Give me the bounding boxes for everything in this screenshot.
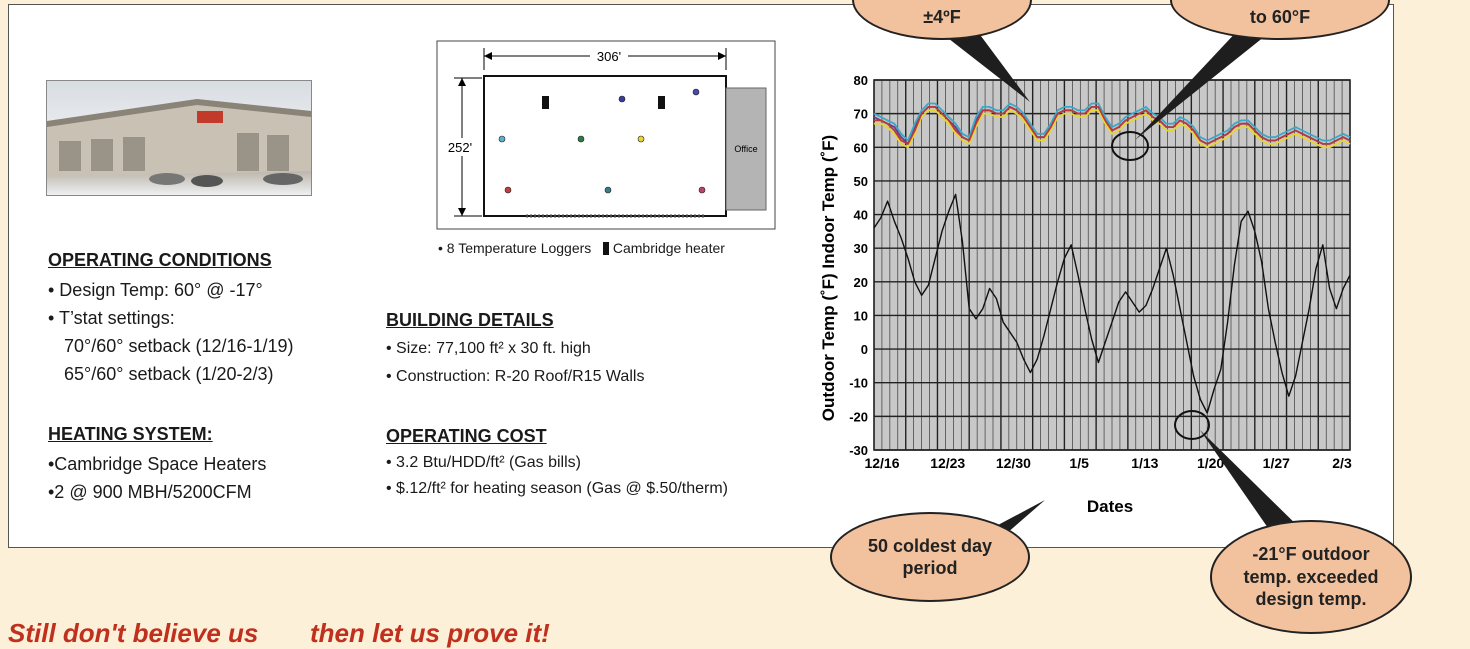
callout-bottom-right-text: -21°F outdoor temp. exceeded design temp… (1243, 544, 1379, 610)
heater-marker (542, 96, 549, 109)
y-tick-label: 80 (854, 73, 868, 88)
indoor-logger-line (873, 102, 1351, 142)
plan-height-label: 252' (448, 140, 472, 155)
y-tick-label: 50 (854, 174, 868, 189)
x-tick-labels: 12/16 12/23 12/30 1/5 1/13 1/20 1/27 2/3 (864, 455, 1351, 471)
building-details-heading: BUILDING DETAILS (386, 310, 554, 330)
y-tick-label: 10 (854, 308, 868, 323)
x-axis-label: Dates (1087, 497, 1133, 516)
heater-legend-swatch (602, 242, 609, 255)
heater-marker (658, 96, 665, 109)
callout-bottom-left: 50 coldest day period (830, 512, 1030, 602)
setting-line-2: 65°/60° setback (1/20-2/3) (64, 364, 274, 384)
y-tick-label: 0 (861, 342, 868, 357)
x-tick-label: 1/13 (1131, 455, 1158, 471)
callout-bottom-right: -21°F outdoor temp. exceeded design temp… (1210, 520, 1412, 634)
x-tick-label: 12/30 (996, 455, 1031, 471)
logger-marker (637, 135, 645, 143)
chart-grid (874, 79, 1350, 451)
indoor-logger-line (874, 106, 1351, 145)
floor-plan: 306' 252' Office (436, 40, 776, 230)
callout-top-left-text: ±4ºF (923, 6, 961, 27)
heating-line-1: •Cambridge Space Heaters (48, 454, 267, 474)
operating-cost-line-2: • $.12/ft² for heating season (Gas @ $.5… (386, 480, 729, 497)
y-axis-label-indoor: Indoor Temp (˚F) (819, 135, 838, 269)
pointer-top-right (1135, 28, 1275, 140)
y-tick-label: 20 (854, 275, 868, 290)
operating-cost-heading: OPERATING COST (386, 426, 547, 446)
footer-right-text: then let us prove it! (310, 618, 550, 648)
x-tick-label: 2/3 (1332, 455, 1352, 471)
x-tick-label: 12/23 (930, 455, 965, 471)
setting-line-1: 70°/60° setback (12/16-1/19) (64, 336, 294, 356)
y-tick-label: 60 (854, 140, 868, 155)
chart-series (873, 102, 1351, 414)
logger-marker (698, 186, 706, 194)
logger-marker (618, 95, 626, 103)
y-tick-labels: -30 -20 -10 0 10 20 30 40 50 60 70 80 (849, 73, 868, 458)
heating-line-2: •2 @ 900 MBH/5200CFM (48, 482, 252, 502)
office-block (725, 87, 767, 211)
y-tick-label: 30 (854, 241, 868, 256)
logger-marker (504, 186, 512, 194)
y-tick-label: -30 (849, 443, 868, 458)
y-axis-label-outdoor: Outdoor Temp (˚F) (819, 273, 838, 421)
logger-marker (577, 135, 585, 143)
legend-loggers: • 8 Temperature Loggers (438, 240, 592, 256)
building-photo-drawing (47, 99, 311, 187)
callout-top-right-text: to 60°F (1249, 6, 1311, 27)
office-label: Office (734, 144, 757, 154)
coldest-highlight-circle (1174, 410, 1210, 440)
plan-legend: • 8 Temperature Loggers Cambridge heater (438, 240, 725, 256)
callout-bottom-left-text: 50 coldest day period (867, 535, 993, 579)
x-tick-label: 1/20 (1197, 455, 1224, 471)
pointer-top-left (935, 28, 1030, 102)
y-tick-label: 40 (854, 208, 868, 223)
footer-left-text: Still don't believe us (8, 618, 259, 648)
building-outline (483, 75, 727, 217)
legend-heater: Cambridge heater (612, 240, 725, 256)
setback-highlight-circle (1111, 131, 1149, 161)
y-tick-label: -20 (849, 409, 868, 424)
tstat-line: • T’stat settings: (48, 308, 175, 328)
design-temp-line: • Design Temp: 60° @ -17° (48, 280, 263, 300)
y-tick-label: 70 (854, 107, 868, 122)
y-tick-label: -10 (849, 376, 868, 391)
operating-conditions-heading: OPERATING CONDITIONS (48, 250, 272, 270)
outdoor-temp-line (873, 193, 1351, 414)
heating-system-heading: HEATING SYSTEM: (48, 424, 213, 444)
x-tick-label: 12/16 (864, 455, 899, 471)
indoor-logger-line (874, 109, 1351, 149)
plan-width-label: 306' (597, 49, 621, 64)
logger-marker (692, 88, 700, 96)
logger-marker (498, 135, 506, 143)
building-photo (46, 80, 312, 196)
construction-line: • Construction: R-20 Roof/R15 Walls (386, 368, 645, 385)
logger-marker (604, 186, 612, 194)
building-size-line: • Size: 77,100 ft² x 30 ft. high (386, 340, 591, 357)
y-axis-label: Outdoor Temp (˚F) Indoor Temp (˚F) (819, 135, 838, 421)
x-tick-label: 1/5 (1069, 455, 1089, 471)
operating-cost-line-1: • 3.2 Btu/HDD/ft² (Gas bills) (386, 454, 581, 471)
x-tick-label: 1/27 (1263, 455, 1290, 471)
pointer-bottom-right (1200, 430, 1310, 538)
